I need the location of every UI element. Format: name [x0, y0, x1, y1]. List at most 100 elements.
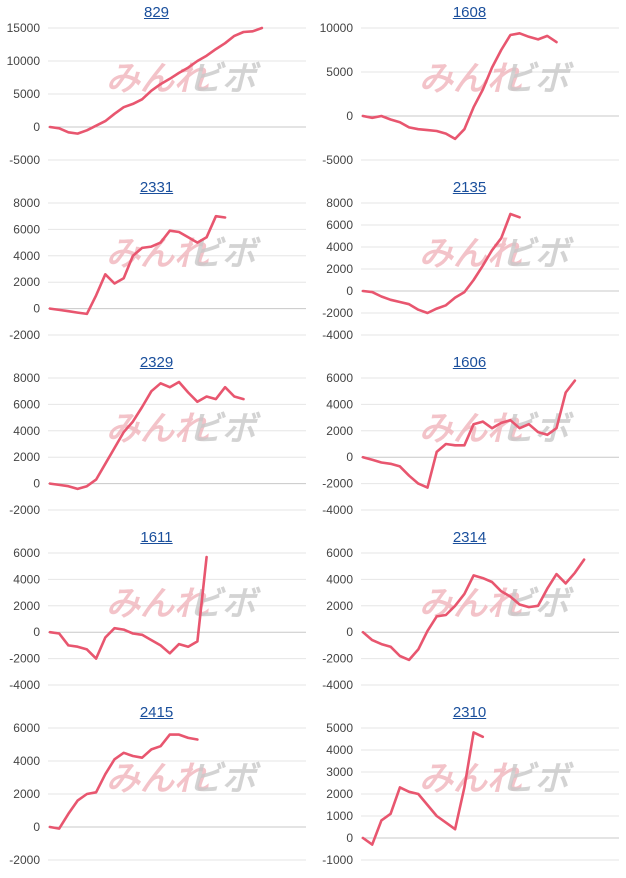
y-tick-label: 5000	[13, 87, 40, 101]
watermark-logo-part2: ビボ	[501, 585, 574, 623]
y-tick-label: 4000	[13, 754, 40, 768]
y-tick-label: 6000	[326, 371, 353, 385]
y-tick-label: -2000	[9, 503, 40, 517]
chart-panel-1611: 1611 6000 4000 2000 0 -2000 -4000 みんれ ビボ	[0, 529, 313, 703]
chart-title-link[interactable]: 2314	[452, 529, 487, 546]
y-tick-label: 6000	[326, 218, 353, 232]
chart-panel-1608: 1608 10000 5000 0 -5000 みんれ ビボ	[313, 4, 626, 178]
chart-panel-2329: 2329 8000 6000 4000 2000 0 -2000 みんれ ビボ	[0, 354, 313, 528]
series-line	[48, 380, 245, 491]
y-tick-label: 6000	[326, 546, 353, 560]
y-tick-label: 4000	[326, 240, 353, 254]
watermark-logo-part2: ビボ	[188, 60, 261, 98]
series-line	[48, 555, 208, 660]
chart-panel-2415: 2415 6000 4000 2000 0 -2000 みんれ ビボ	[0, 704, 313, 878]
y-tick-label: 4000	[326, 572, 353, 586]
y-tick-label: 6000	[13, 546, 40, 560]
y-tick-label: 6000	[13, 397, 40, 411]
chart-panel-829: 829 15000 10000 5000 0 -5000 みんれ ビボ	[0, 4, 313, 178]
y-tick-label: 10000	[7, 54, 41, 68]
series-line	[361, 32, 558, 141]
watermark-logo-part1: みんれ	[419, 760, 522, 798]
watermark-logo-part2: ビボ	[188, 410, 261, 448]
y-tick-label: 2000	[326, 599, 353, 613]
y-tick-label: 8000	[326, 196, 353, 210]
chart-title-link[interactable]: 1611	[140, 529, 173, 546]
y-tick-label: 0	[33, 820, 40, 834]
chart-title-link[interactable]: 2310	[452, 704, 487, 721]
chart-panel-2135: 2135 8000 6000 4000 2000 0 -2000 -4000 みんれ ビボ	[313, 179, 626, 353]
y-tick-label: -5000	[322, 153, 353, 167]
y-tick-label: 3000	[326, 765, 353, 779]
y-tick-label: 8000	[13, 371, 40, 385]
chart-panel-2331: 2331 8000 6000 4000 2000 0 -2000 みんれ ビボ	[0, 179, 313, 353]
y-tick-label: -5000	[9, 153, 40, 167]
y-tick-label: 0	[33, 120, 40, 134]
watermark-logo-part1: みんれ	[106, 760, 209, 798]
watermark-logo-part1: みんれ	[419, 235, 522, 273]
chart-panel-2310: 2310 5000 4000 3000 2000 1000 0 -1000 みんれ ビボ	[313, 704, 626, 878]
y-tick-label: 0	[33, 477, 40, 491]
y-tick-label: -1000	[322, 853, 353, 867]
watermark-logo-part2: ビボ	[501, 60, 574, 98]
watermark-logo-part2: ビボ	[501, 760, 574, 798]
y-tick-label: 2000	[326, 424, 353, 438]
y-tick-label: 4000	[326, 743, 353, 757]
y-tick-label: 5000	[326, 65, 353, 79]
y-tick-label: 1000	[326, 809, 353, 823]
y-tick-label: 2000	[13, 275, 40, 289]
y-tick-label: -2000	[9, 652, 40, 666]
watermark-logo-part1: みんれ	[106, 410, 209, 448]
y-tick-label: -4000	[9, 678, 40, 692]
y-tick-label: -4000	[322, 678, 353, 692]
y-tick-label: 0	[346, 625, 353, 639]
y-tick-label: 0	[346, 284, 353, 298]
y-tick-label: 2000	[326, 262, 353, 276]
y-tick-label: 0	[346, 109, 353, 123]
watermark-logo-part2: ビボ	[501, 410, 574, 448]
series-line	[361, 558, 586, 662]
series-line	[48, 733, 199, 830]
y-tick-label: -4000	[322, 503, 353, 517]
y-tick-label: -2000	[9, 328, 40, 342]
y-tick-label: 0	[346, 450, 353, 464]
series-line	[361, 731, 485, 846]
chart-title-link[interactable]: 2135	[452, 179, 487, 196]
chart-title-link[interactable]: 1606	[452, 354, 487, 371]
chart-title-link[interactable]: 2329	[139, 354, 174, 371]
chart-title-link[interactable]: 829	[143, 4, 170, 21]
watermark-logo-part1: みんれ	[106, 235, 209, 273]
chart-title-link[interactable]: 2331	[139, 179, 174, 196]
chart-title-link[interactable]: 1608	[452, 4, 487, 21]
watermark-logo-part2: ビボ	[188, 760, 261, 798]
watermark-logo-part2: ビボ	[501, 235, 574, 273]
y-tick-label: 0	[33, 302, 40, 316]
y-tick-label: -2000	[322, 652, 353, 666]
y-tick-label: 4000	[13, 249, 40, 263]
series-line	[361, 379, 577, 489]
y-tick-label: 10000	[320, 21, 354, 35]
y-tick-label: 2000	[13, 599, 40, 613]
y-tick-label: -4000	[322, 328, 353, 342]
chart-title-link[interactable]: 2415	[139, 704, 174, 721]
y-tick-label: 0	[346, 831, 353, 845]
y-tick-label: -2000	[322, 477, 353, 491]
y-tick-label: -2000	[9, 853, 40, 867]
y-tick-label: 0	[33, 625, 40, 639]
y-tick-label: 4000	[13, 424, 40, 438]
y-tick-label: 2000	[13, 787, 40, 801]
series-line	[48, 26, 264, 135]
chart-panel-2314: 2314 6000 4000 2000 0 -2000 -4000 みんれ ビボ	[313, 529, 626, 703]
chart-panel-1606: 1606 6000 4000 2000 0 -2000 -4000 みんれ ビボ	[313, 354, 626, 528]
series-line	[361, 212, 521, 315]
y-tick-label: 6000	[13, 222, 40, 236]
